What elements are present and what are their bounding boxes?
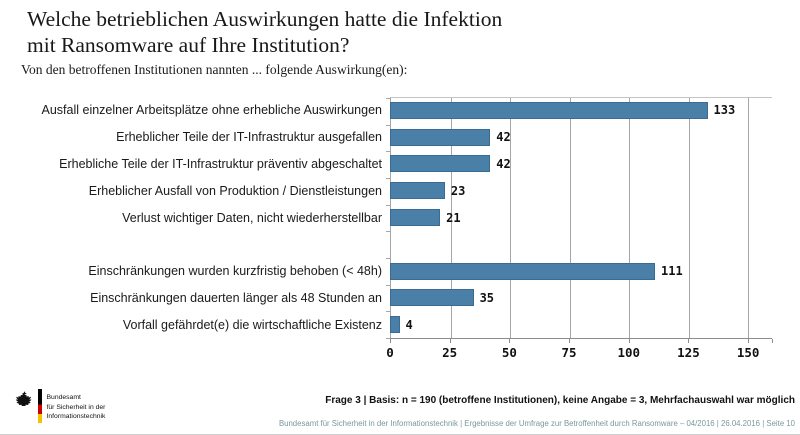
bar-value: 42	[496, 130, 511, 145]
page-title-line2: mit Ransomware auf Ihre Institution?	[27, 33, 350, 58]
logo-text: Bundesamt für Sicherheit in der Informat…	[46, 394, 106, 421]
x-axis-tick	[688, 339, 690, 343]
page-title: Welche betrieblichen Auswirkungen hatte …	[27, 6, 647, 58]
y-axis-tick	[386, 177, 391, 179]
bar-track: 133	[390, 97, 772, 124]
category-label: Einschränkungen dauerten länger als 48 S…	[90, 290, 382, 305]
bar-value: 21	[446, 210, 461, 225]
x-axis-end-tick	[772, 339, 773, 343]
federal-eagle-icon	[15, 391, 32, 407]
x-axis-tick	[509, 339, 511, 343]
bar	[390, 209, 441, 227]
bar	[390, 316, 400, 334]
bar	[390, 101, 708, 119]
x-axis-tick	[390, 339, 391, 343]
gridline	[510, 98, 512, 338]
chart-row: Erheblicher Teile der IT-Infrastruktur a…	[20, 124, 772, 151]
flag-stripe	[38, 389, 42, 423]
y-axis-tick	[386, 204, 391, 206]
category-label: Verlust wichtiger Daten, nicht wiederher…	[122, 210, 382, 225]
category-label: Ausfall einzelner Arbeitsplätze ohne erh…	[41, 103, 383, 118]
x-axis-label: 125	[677, 345, 700, 360]
x-axis-label: 50	[501, 345, 517, 360]
bar-value: 42	[496, 156, 511, 171]
y-axis-tick	[386, 98, 391, 99]
category-label: Erheblicher Teile der IT-Infrastruktur a…	[116, 130, 382, 145]
x-axis-label: 100	[617, 345, 641, 360]
y-axis-tick	[386, 257, 391, 259]
category-label: Erhebliche Teile der IT-Infrastruktur pr…	[59, 156, 382, 171]
gridline	[748, 98, 750, 338]
bar-track: 111	[390, 258, 772, 285]
bar-track: 35	[390, 284, 772, 311]
x-axis-tick	[569, 339, 571, 343]
x-axis-label: 150	[736, 345, 760, 360]
bar-track	[390, 231, 772, 258]
bar-track: 42	[390, 151, 772, 178]
bar	[390, 262, 655, 280]
bar-value: 111	[661, 264, 683, 279]
x-axis-label: 25	[442, 345, 458, 360]
bar-track: 42	[390, 124, 772, 151]
bar-chart: Ausfall einzelner Arbeitsplätze ohne erh…	[20, 97, 773, 365]
x-axis-tick	[628, 339, 630, 343]
y-axis-tick	[386, 151, 391, 153]
bar-track: 21	[390, 204, 772, 231]
y-axis-tick	[386, 311, 391, 313]
footnote: Frage 3 | Basis: n = 190 (betroffene Ins…	[325, 395, 795, 406]
chart-row: Verlust wichtiger Daten, nicht wiederher…	[20, 204, 772, 231]
chart-row: Einschränkungen dauerten länger als 48 S…	[20, 284, 772, 311]
chart-row: Erheblicher Ausfall von Produktion / Die…	[20, 177, 772, 204]
y-axis-tick	[386, 124, 391, 126]
bar-value: 23	[450, 183, 466, 198]
x-axis-tick	[748, 339, 750, 343]
bar-track: 4	[390, 311, 772, 338]
category-label: Einschränkungen wurden kurzfristig behob…	[88, 264, 382, 279]
bar-track: 23	[390, 177, 772, 204]
bar-value: 35	[479, 290, 495, 305]
chart-row: Erhebliche Teile der IT-Infrastruktur pr…	[20, 151, 772, 178]
category-label: Erheblicher Ausfall von Produktion / Die…	[88, 183, 382, 198]
bar-value: 4	[405, 317, 413, 332]
bar	[390, 182, 445, 200]
gridline	[569, 98, 571, 338]
chart-row: Vorfall gefährdet(e) die wirtschaftliche…	[20, 311, 772, 338]
page-title-line1: Welche betrieblichen Auswirkungen hatte …	[27, 7, 503, 31]
y-axis-tick	[386, 338, 391, 339]
x-axis: 0 25 50 75 100 125 150	[386, 338, 773, 365]
chart-row: Einschränkungen wurden kurzfristig behob…	[20, 258, 772, 285]
y-axis-tick	[386, 284, 391, 286]
y-axis-tick	[386, 231, 391, 233]
chart-row	[20, 231, 772, 258]
gridline	[629, 98, 631, 338]
bar	[390, 128, 491, 146]
gridline	[450, 98, 452, 338]
x-axis-label: 75	[561, 345, 577, 360]
x-axis-label: 0	[386, 345, 394, 360]
bsi-logo: Bundesamt für Sicherheit in der Informat…	[14, 389, 105, 423]
bar	[390, 289, 474, 307]
chart-row: Ausfall einzelner Arbeitsplätze ohne erh…	[20, 97, 772, 124]
page-subtitle: Von den betroffenen Institutionen nannte…	[21, 62, 408, 77]
category-label: Vorfall gefährdet(e) die wirtschaftliche…	[122, 317, 382, 332]
chart-rows: Ausfall einzelner Arbeitsplätze ohne erh…	[20, 97, 772, 339]
bar-value: 133	[713, 103, 736, 118]
credit-line: Bundesamt für Sicherheit in der Informat…	[278, 419, 795, 428]
gridline	[688, 98, 690, 338]
x-axis-tick	[449, 339, 451, 343]
bar	[390, 155, 491, 173]
